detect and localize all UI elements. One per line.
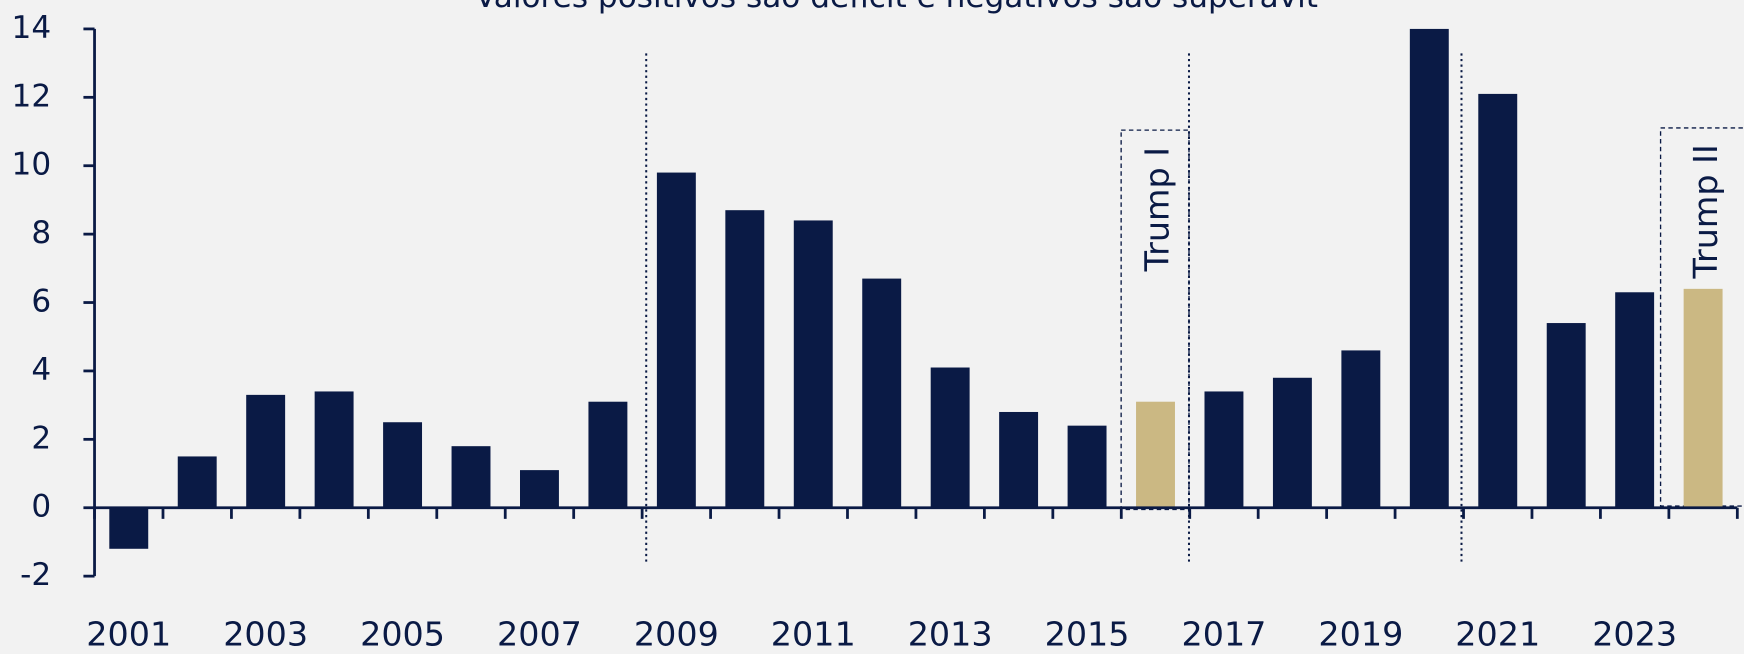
y-tick-label: 0 [31, 489, 51, 525]
x-tick-label: 2019 [1318, 615, 1403, 654]
x-tick-label: 2021 [1455, 615, 1540, 654]
bar [314, 391, 354, 508]
bar [999, 411, 1039, 508]
x-tick-label: 2003 [223, 615, 308, 654]
y-tick-label: 12 [12, 78, 52, 114]
bar [109, 507, 149, 549]
x-tick-label: 2005 [360, 615, 445, 654]
x-tick-label: 2009 [634, 615, 719, 654]
bar [725, 210, 765, 508]
y-tick-label: 2 [31, 420, 51, 456]
y-tick-label: 6 [31, 284, 51, 320]
bar [246, 394, 286, 508]
bar [1136, 401, 1175, 508]
bar [1478, 93, 1518, 508]
bar [1272, 377, 1312, 508]
bar [451, 446, 491, 508]
bar [1409, 28, 1449, 508]
bar [1067, 425, 1107, 508]
x-tick-label: 2023 [1592, 615, 1677, 654]
bar [383, 422, 423, 508]
bar [930, 367, 970, 508]
x-tick-label: 2017 [1182, 615, 1267, 654]
bar [1204, 391, 1244, 508]
bar [1546, 323, 1586, 508]
chart-subtitle: Valores positivos são déficit e negativo… [475, 0, 1318, 15]
y-tick-label: 14 [12, 10, 52, 46]
x-tick-label: 2007 [497, 615, 582, 654]
y-tick-label: -2 [20, 557, 51, 593]
annotation: Trump II [1686, 144, 1725, 279]
x-tick-label: 2001 [86, 615, 171, 654]
bar [519, 470, 559, 508]
bar [1341, 350, 1381, 508]
bar [793, 220, 833, 508]
y-tick-label: 10 [12, 147, 52, 183]
bar [588, 401, 628, 508]
bar [1615, 292, 1655, 508]
bar [862, 278, 902, 508]
annotation: Trump I [1137, 147, 1176, 272]
x-tick-label: 2015 [1045, 615, 1130, 654]
y-tick-label: 8 [31, 215, 51, 251]
period-box [1120, 129, 1190, 511]
bar [177, 456, 217, 508]
bar [1683, 288, 1723, 508]
y-tick-label: 4 [31, 352, 51, 388]
x-tick-label: 2013 [908, 615, 993, 654]
bar [656, 172, 696, 508]
x-tick-label: 2011 [771, 615, 856, 654]
